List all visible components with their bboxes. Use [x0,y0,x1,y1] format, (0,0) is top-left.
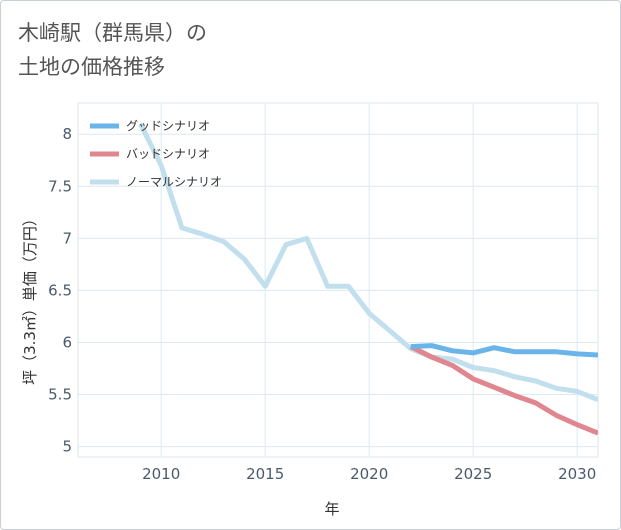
y-tick-label: 5.5 [48,386,72,404]
y-tick-label: 6 [62,333,72,351]
chart-title: 木崎駅（群馬県）の 土地の価格推移 [18,16,207,84]
legend-label: バッドシナリオ [126,147,210,161]
x-tick-label: 2020 [350,465,388,483]
y-tick-label: 8 [62,125,72,143]
x-axis-label: 年 [324,500,339,518]
x-tick-label: 2030 [558,465,596,483]
y-axis-label: 坪（3.3㎡）単価（万円） [21,211,39,385]
series-lines [138,122,598,436]
y-tick-label: 6.5 [48,281,72,299]
plot-area [77,102,599,458]
y-tick-labels: 5 5.5 6 6.5 7 7.5 8 [48,125,72,455]
y-tick-label: 7.5 [48,177,72,195]
title-line-2: 土地の価格推移 [18,55,165,79]
x-tick-label: 2015 [246,465,284,483]
title-line-1: 木崎駅（群馬県）の [18,21,207,45]
legend-label: グッドシナリオ [126,119,210,133]
series-line-0 [410,343,598,358]
x-tick-label: 2025 [454,465,492,483]
y-tick-label: 5 [62,438,72,456]
x-tick-labels: 2010 2015 2020 2025 2030 [142,465,596,483]
x-tick-label: 2010 [142,465,180,483]
y-tick-label: 7 [62,229,72,247]
series-line-2 [138,122,598,403]
legend-label: ノーマルシナリオ [126,175,222,189]
series-line-1 [409,344,598,436]
